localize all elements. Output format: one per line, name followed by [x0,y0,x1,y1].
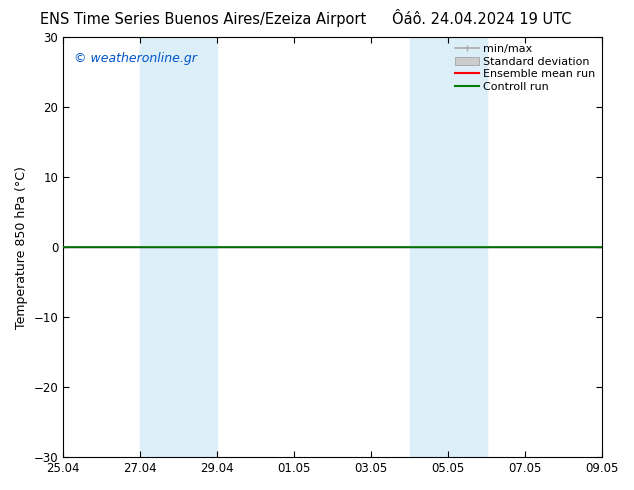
Y-axis label: Temperature 850 hPa (°C): Temperature 850 hPa (°C) [15,166,28,329]
Bar [448,37,487,457]
Legend: min/max, Standard deviation, Ensemble mean run, Controll run: min/max, Standard deviation, Ensemble me… [450,39,600,97]
Text: ENS Time Series Buenos Aires/Ezeiza Airport: ENS Time Series Buenos Aires/Ezeiza Airp… [40,12,366,27]
Bar [140,37,179,457]
Bar [410,37,448,457]
Text: © weatheronline.gr: © weatheronline.gr [74,52,197,65]
Bar [179,37,217,457]
Text: Ôáô. 24.04.2024 19 UTC: Ôáô. 24.04.2024 19 UTC [392,12,572,27]
